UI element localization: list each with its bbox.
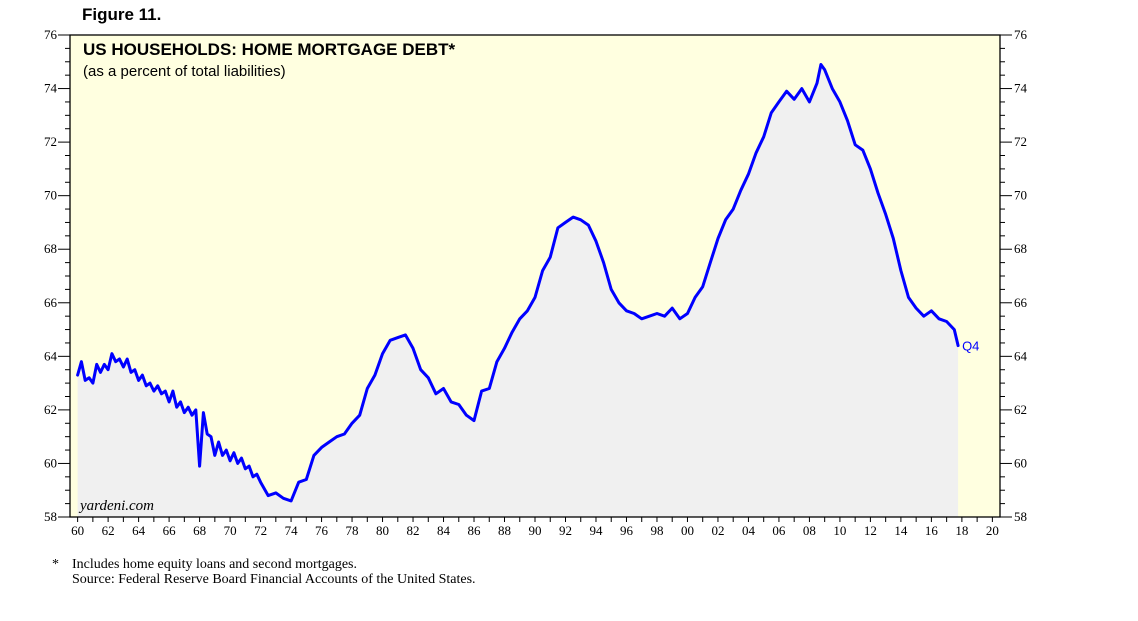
x-tick-label: 98 [650,523,663,538]
y-tick-label-left: 66 [44,295,58,310]
area-fill [77,64,959,517]
end-label-q4: Q4 [962,339,979,354]
x-tick-label: 78 [346,523,359,538]
x-tick-label: 18 [955,523,968,538]
y-tick-label-right: 76 [1014,27,1028,42]
footnote-marker: * [52,557,59,572]
x-tick-label: 70 [224,523,237,538]
x-tick-label: 96 [620,523,634,538]
x-tick-label: 68 [193,523,206,538]
x-tick-label: 94 [589,523,603,538]
chart-subtitle: (as a percent of total liabilities) [83,63,286,80]
x-tick-label: 06 [772,523,786,538]
y-tick-label-left: 64 [44,348,58,363]
x-tick-label: 72 [254,523,267,538]
x-tick-label: 00 [681,523,694,538]
x-tick-label: 20 [986,523,999,538]
y-tick-label-left: 76 [44,27,58,42]
x-tick-label: 80 [376,523,389,538]
y-tick-label-right: 72 [1014,134,1027,149]
y-tick-label-right: 60 [1014,455,1027,470]
y-tick-label-right: 66 [1014,295,1028,310]
y-tick-label-right: 64 [1014,348,1028,363]
y-tick-label-right: 68 [1014,241,1027,256]
watermark: yardeni.com [78,498,154,514]
x-tick-label: 76 [315,523,329,538]
x-tick-label: 64 [132,523,146,538]
y-tick-label-left: 58 [44,509,57,524]
y-axis-left: 58 60 62 64 66 68 70 72 74 76 [44,27,70,524]
y-tick-label-right: 62 [1014,402,1027,417]
x-tick-label: 74 [285,523,299,538]
x-tick-label: 82 [407,523,420,538]
y-tick-label-left: 60 [44,455,57,470]
x-tick-label: 66 [163,523,177,538]
y-tick-label-left: 72 [44,134,57,149]
x-tick-label: 86 [468,523,482,538]
x-tick-label: 10 [833,523,846,538]
x-tick-label: 88 [498,523,511,538]
footnote-source: Source: Federal Reserve Board Financial … [72,572,476,587]
figure-label: Figure 11. [82,5,162,24]
footnote: * Includes home equity loans and second m… [52,557,476,587]
x-tick-label: 02 [711,523,724,538]
y-tick-label-left: 62 [44,402,57,417]
x-axis: 60 62 64 66 68 70 72 74 76 78 80 82 84 86 88 90 92 94 96 98… [71,517,999,538]
x-tick-label: 92 [559,523,572,538]
y-tick-label-left: 70 [44,188,57,203]
y-tick-label-left: 68 [44,241,57,256]
series-line [76,63,960,503]
x-tick-label: 62 [102,523,115,538]
x-tick-label: 90 [529,523,542,538]
y-tick-label-left: 74 [44,81,58,96]
x-tick-label: 60 [71,523,84,538]
x-tick-label: 84 [437,523,451,538]
y-axis-right: 58 60 62 64 66 68 70 72 74 76 [1000,27,1028,524]
footnote-line-1: Includes home equity loans and second mo… [72,557,357,572]
x-tick-label: 14 [894,523,908,538]
y-tick-label-right: 58 [1014,509,1027,524]
chart-title: US HOUSEHOLDS: HOME MORTGAGE DEBT* [83,40,456,59]
x-tick-label: 16 [925,523,939,538]
y-tick-label-right: 74 [1014,81,1028,96]
x-tick-label: 04 [742,523,756,538]
y-tick-label-right: 70 [1014,188,1027,203]
x-tick-label: 08 [803,523,816,538]
x-tick-label: 12 [864,523,877,538]
